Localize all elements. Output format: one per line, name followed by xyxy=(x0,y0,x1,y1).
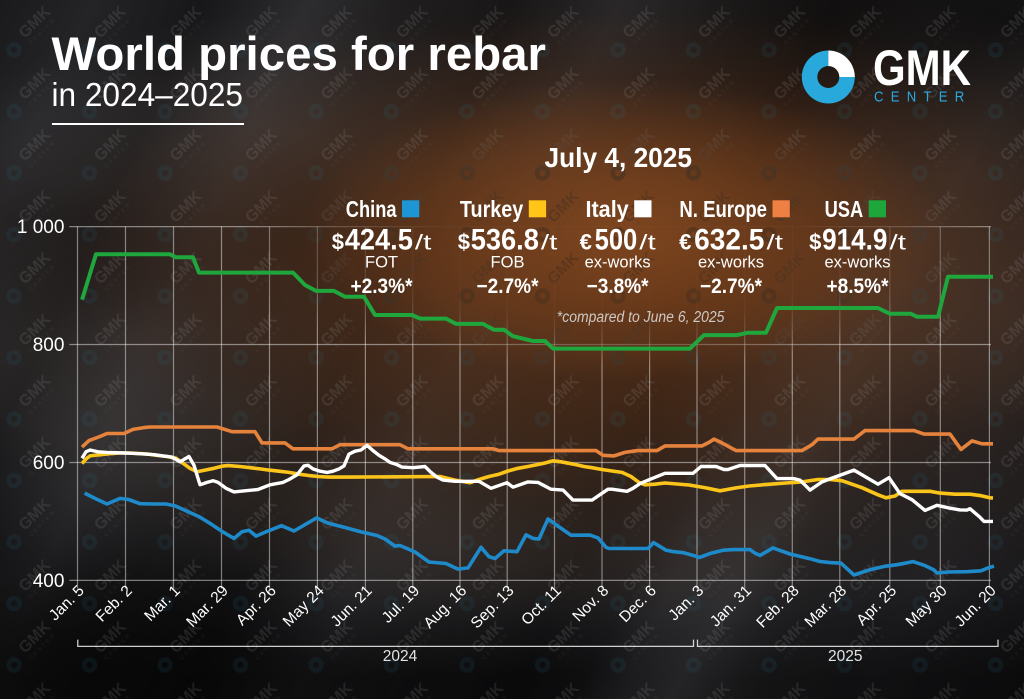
svg-text:+8.5%*: +8.5%* xyxy=(827,275,890,298)
svg-text:632.5: 632.5 xyxy=(694,224,764,257)
svg-text:500: 500 xyxy=(595,224,638,257)
svg-text:/t: /t xyxy=(639,232,656,255)
svg-text:914.9: 914.9 xyxy=(822,224,887,257)
svg-text:800: 800 xyxy=(33,335,65,356)
svg-text:ex-works: ex-works xyxy=(824,254,890,272)
svg-text:USA: USA xyxy=(825,196,864,222)
svg-text:ex-works: ex-works xyxy=(585,254,651,272)
svg-text:/t: /t xyxy=(890,232,907,255)
svg-text:$: $ xyxy=(332,230,344,255)
svg-text:−2.7%*: −2.7%* xyxy=(700,275,763,298)
svg-text:N. Europe: N. Europe xyxy=(679,196,767,222)
svg-text:€: € xyxy=(679,230,691,255)
svg-text:2025: 2025 xyxy=(828,648,862,665)
svg-text:/t: /t xyxy=(415,232,432,255)
svg-text:Italy: Italy xyxy=(586,196,629,222)
svg-text:1 000: 1 000 xyxy=(17,217,65,238)
svg-text:China: China xyxy=(346,196,397,222)
svg-text:GMK: GMK xyxy=(873,40,971,96)
svg-text:*compared to June 6, 2025: *compared to June 6, 2025 xyxy=(557,309,725,326)
svg-text:July 4, 2025: July 4, 2025 xyxy=(545,142,693,173)
svg-text:536.8: 536.8 xyxy=(471,224,539,257)
svg-text:600: 600 xyxy=(33,453,65,474)
svg-text:2024: 2024 xyxy=(383,648,418,665)
svg-text:FOB: FOB xyxy=(491,254,525,272)
svg-text:Turkey: Turkey xyxy=(460,196,524,222)
svg-text:World prices for rebar: World prices for rebar xyxy=(52,28,547,81)
svg-text:424.5: 424.5 xyxy=(345,224,413,257)
svg-text:400: 400 xyxy=(33,571,65,592)
svg-text:−3.8%*: −3.8%* xyxy=(587,275,650,298)
svg-text:FOT: FOT xyxy=(365,254,398,272)
svg-text:in 2024–2025: in 2024–2025 xyxy=(52,76,244,113)
svg-text:/t: /t xyxy=(541,232,558,255)
svg-text:€: € xyxy=(580,230,592,255)
svg-text:ex-works: ex-works xyxy=(698,254,764,272)
svg-text:$: $ xyxy=(458,230,470,255)
svg-text:+2.3%*: +2.3%* xyxy=(351,275,414,298)
svg-text:CENTER: CENTER xyxy=(874,90,972,106)
svg-text:−2.7%*: −2.7%* xyxy=(477,275,540,298)
svg-text:$: $ xyxy=(809,230,821,255)
svg-text:/t: /t xyxy=(767,232,784,255)
